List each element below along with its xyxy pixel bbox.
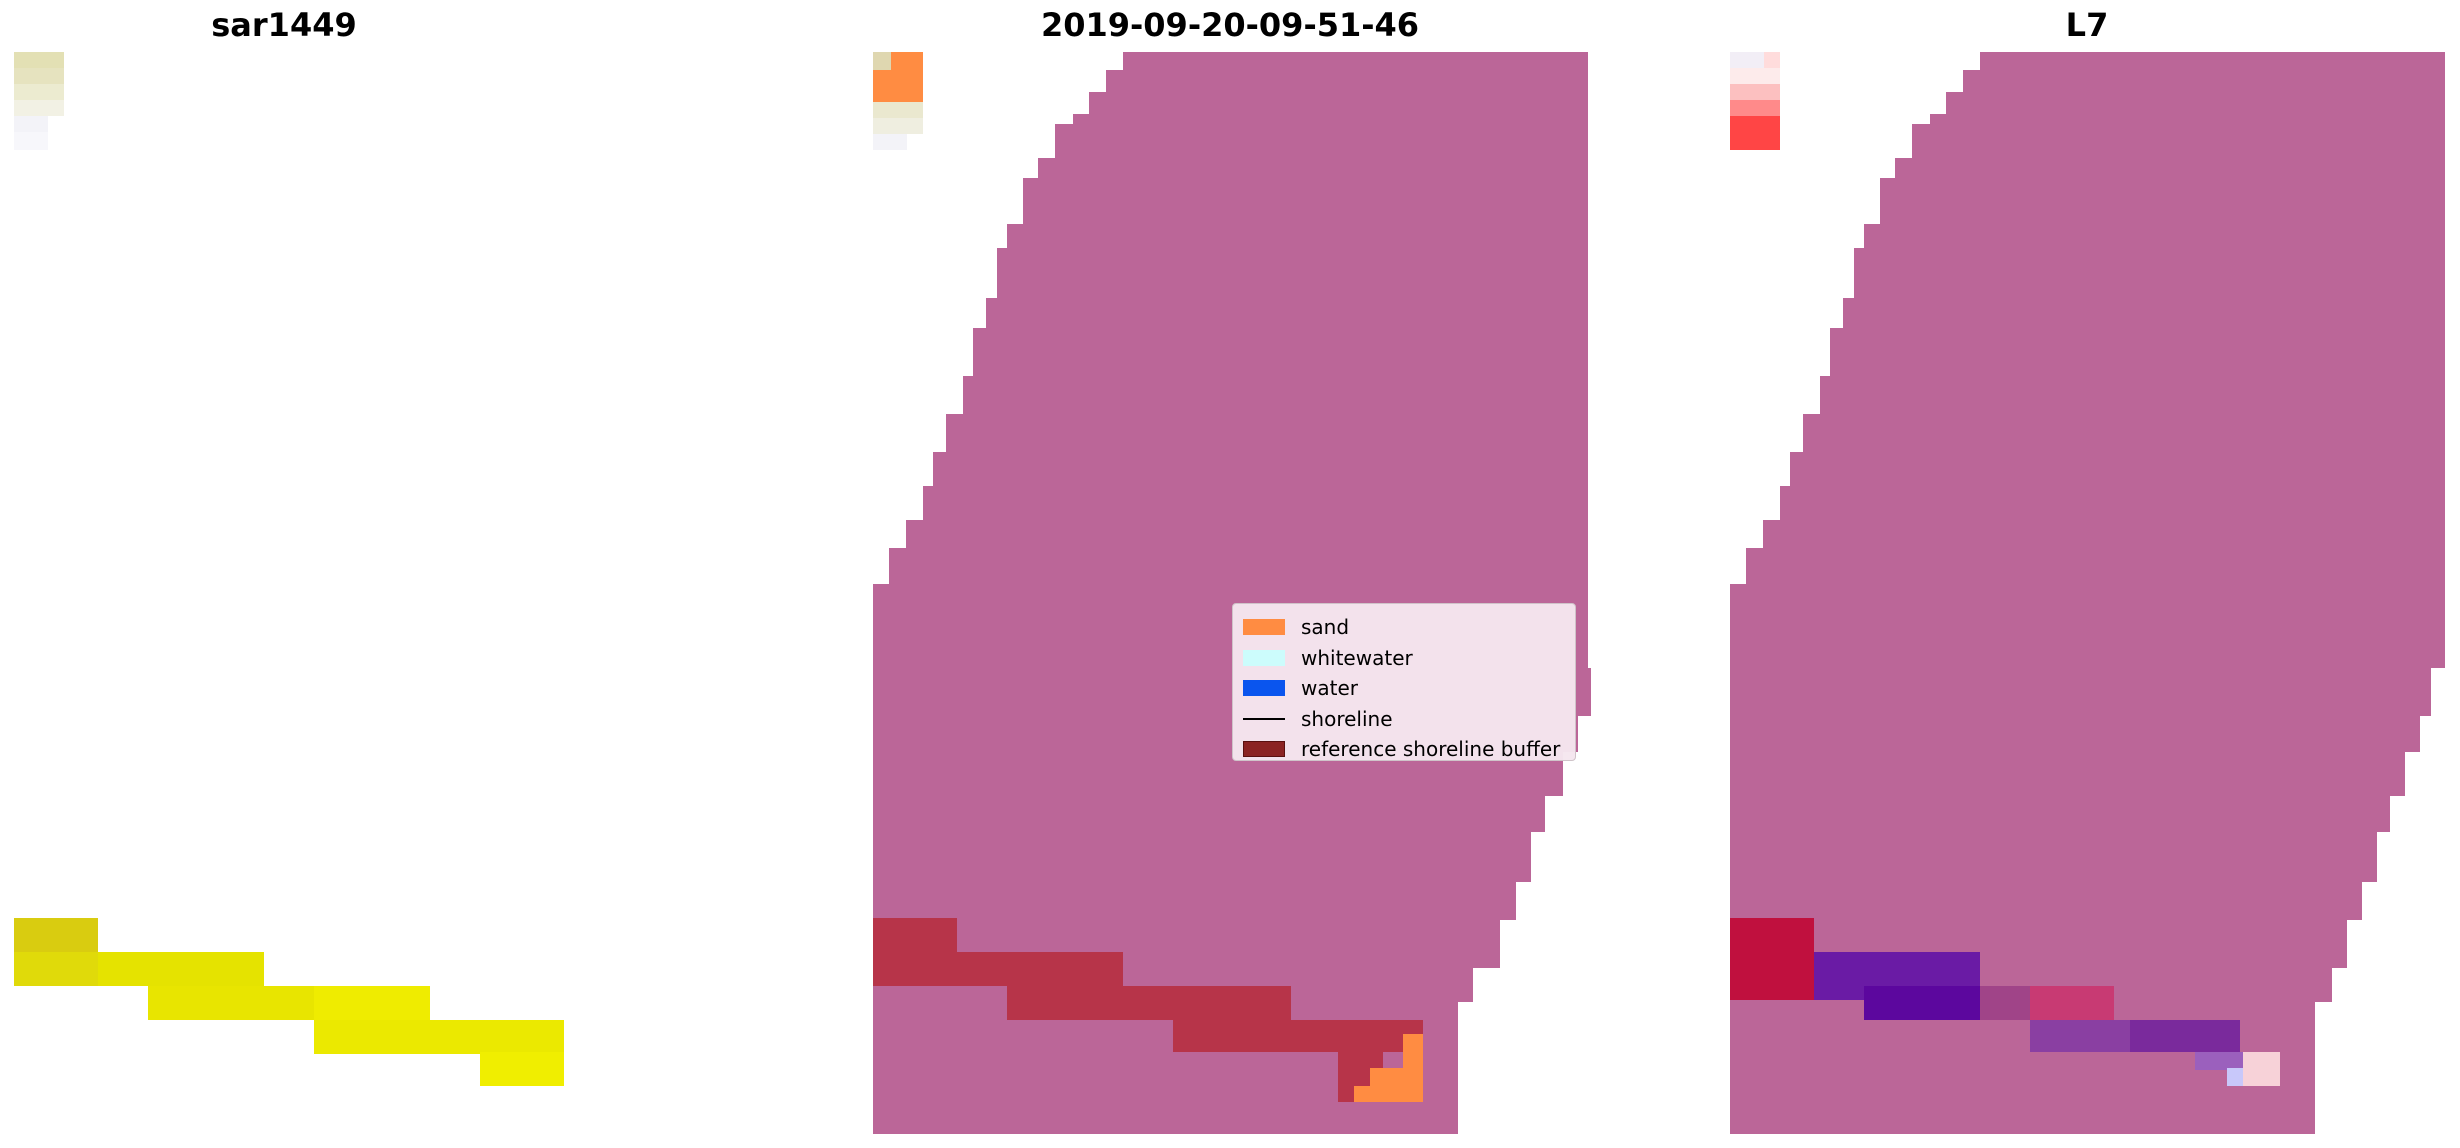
legend-item-whitewater: whitewater [1243, 643, 1565, 674]
reference-buffer-swatch [1243, 741, 1285, 758]
water-swatch [1243, 680, 1285, 697]
legend-item-sand: sand [1243, 612, 1565, 643]
sand-swatch [1243, 619, 1285, 636]
legend-label: sand [1301, 615, 1350, 640]
sar1449-image [14, 52, 564, 1086]
classification-image [873, 52, 1591, 1134]
image-panel-l7 [1730, 52, 2448, 1134]
l7-image [1730, 52, 2445, 1134]
legend-item-water: water [1243, 673, 1565, 704]
legend-item-reference-buffer: reference shoreline buffer [1243, 734, 1565, 765]
legend-label: whitewater [1301, 645, 1413, 670]
legend: sand whitewater water shoreline referenc… [1232, 603, 1576, 761]
panel-title-sar1449: sar1449 [211, 6, 357, 44]
legend-label: water [1301, 676, 1358, 701]
panel-title-l7: L7 [2065, 6, 2109, 44]
legend-item-shoreline: shoreline [1243, 704, 1565, 735]
shoreline-line-swatch [1243, 717, 1285, 720]
whitewater-swatch [1243, 649, 1285, 666]
panel-title-date: 2019-09-20-09-51-46 [1040, 6, 1420, 44]
image-panel-sar1449 [14, 52, 568, 1134]
legend-label: reference shoreline buffer [1301, 737, 1561, 762]
legend-label: shoreline [1301, 706, 1393, 731]
image-panel-classification [873, 52, 1591, 1134]
